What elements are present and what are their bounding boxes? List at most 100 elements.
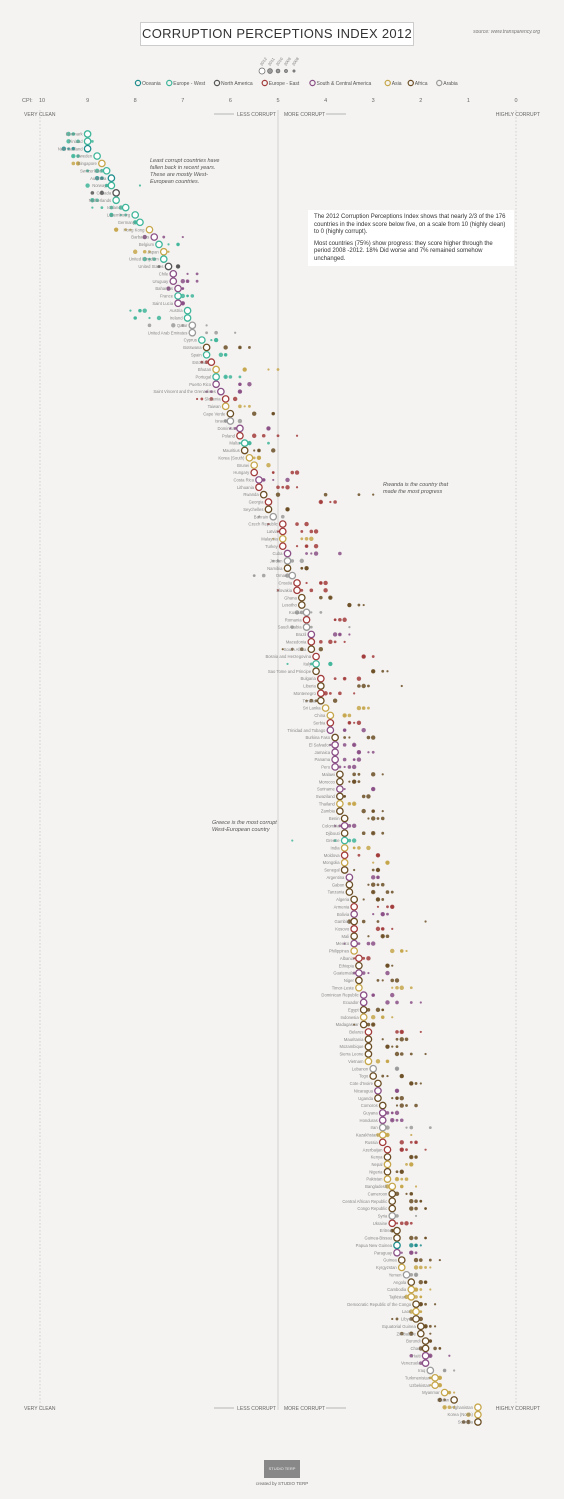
country-label-singapore: Singapore xyxy=(78,161,98,166)
point-philippines-2010 xyxy=(399,949,404,953)
country-label-seychelles: Seychelles xyxy=(243,507,263,512)
country-label-united-states: United States xyxy=(138,264,163,269)
point-bangladesh-2012 xyxy=(388,1182,397,1191)
point-botswana-2011 xyxy=(223,345,228,350)
point-morocco-2009 xyxy=(357,780,361,784)
point-india-2010 xyxy=(357,846,361,850)
country-label-sudan: Sudan xyxy=(437,1398,450,1403)
point-sao-tome-and-principe-2011 xyxy=(371,669,376,674)
point-costa-rica-2011 xyxy=(285,477,290,483)
year-key-circle-2008 xyxy=(292,69,296,73)
country-label-japan: Japan xyxy=(147,249,159,254)
point-thailand-2012 xyxy=(336,799,344,808)
point-norway-2008 xyxy=(138,184,142,187)
point-mexico-2009 xyxy=(357,942,361,945)
point-estonia-2012 xyxy=(207,358,216,367)
point-portugal-2012 xyxy=(212,373,220,381)
point-kuwait-2009 xyxy=(319,611,323,614)
country-label-ethiopia: Ethiopia xyxy=(339,963,355,968)
country-label-botswana: Botswana xyxy=(183,345,202,350)
country-label-swaziland: Swaziland xyxy=(316,794,336,799)
point-colombia-2010 xyxy=(347,824,352,828)
point-ghana-2011 xyxy=(328,595,333,600)
point-montenegro-2012 xyxy=(316,689,325,698)
point-greece-2009 xyxy=(333,839,337,842)
point-suriname-2012 xyxy=(336,785,344,793)
legend-swatch-Africa xyxy=(407,79,414,87)
point-benin-2012 xyxy=(340,814,349,823)
point-united-kingdom-2011 xyxy=(142,256,147,262)
country-label-dominican-republic: Dominican Republic xyxy=(321,993,358,998)
data-points xyxy=(61,130,482,1426)
country-label-sweden: Sweden xyxy=(77,154,93,159)
point-algeria-2008 xyxy=(362,898,365,901)
point-netherlands-2011 xyxy=(90,198,95,203)
point-greece-2010 xyxy=(347,838,352,843)
point-latvia-2011 xyxy=(313,529,319,534)
point-democratic-republic-of-the-congo-2012 xyxy=(412,1300,420,1309)
least-corrupt-note: Least corrupt countries have fallen back… xyxy=(150,158,220,185)
country-label-panama: Panama xyxy=(315,757,331,762)
point-mexico-2011 xyxy=(371,941,376,946)
legend-label-Europe - East: Europe - East xyxy=(269,81,300,87)
legend-swatch-Europe - East xyxy=(261,79,268,87)
point-poland-2008 xyxy=(295,434,299,437)
point-luxembourg-2012 xyxy=(131,211,140,219)
point-democratic-republic-of-the-congo-2009 xyxy=(424,1302,427,1306)
country-label-tanzania: Tanzania xyxy=(328,890,345,895)
point-gabon-2009 xyxy=(376,883,380,887)
country-label-nigeria: Nigeria xyxy=(369,1169,383,1174)
point-turkey-2011 xyxy=(313,543,319,549)
point-uruguay-2011 xyxy=(180,279,185,284)
point-paraguay-2012 xyxy=(393,1248,401,1257)
country-label-timor-leste: Timor-Leste xyxy=(332,985,355,990)
point-chile-2008 xyxy=(186,272,189,275)
intro-note-1: The 2012 Corruption Perceptions Index sh… xyxy=(314,214,506,235)
point-tunisia-2008 xyxy=(305,699,308,702)
point-central-african-republic-2009 xyxy=(419,1199,423,1203)
point-azerbaijan-2011 xyxy=(399,1147,404,1152)
point-belarus-2011 xyxy=(399,1029,404,1035)
point-macedonia-2009 xyxy=(333,640,337,644)
point-jamaica-2009 xyxy=(371,750,375,754)
country-label-honduras: Honduras xyxy=(360,1118,378,1123)
country-label-turkmenistan: Turkmenistan xyxy=(405,1375,431,1380)
point-comoros-2012 xyxy=(378,1101,387,1110)
point-moldova-2011 xyxy=(375,853,381,858)
country-label-romania: Romania xyxy=(285,617,302,622)
point-myanmar-2008 xyxy=(453,1391,456,1394)
point-mongolia-2012 xyxy=(340,858,349,867)
point-burundi-2012 xyxy=(421,1337,430,1345)
point-uganda-2012 xyxy=(374,1094,382,1103)
country-label-finland: Finland xyxy=(69,139,83,144)
point-sao-tome-and-principe-2008 xyxy=(386,670,389,673)
point-mali-2008 xyxy=(367,935,370,938)
country-label-mali: Mali xyxy=(341,934,349,939)
point-indonesia-2012 xyxy=(359,1013,368,1022)
point-dominica-2008 xyxy=(229,427,232,430)
point-kazakhstan-2008 xyxy=(410,1133,413,1137)
point-montenegro-2008 xyxy=(353,692,356,695)
point-japan-2008 xyxy=(167,250,170,253)
point-timor-leste-2012 xyxy=(355,983,363,992)
point-comoros-2010 xyxy=(414,1103,418,1108)
point-ethiopia-2011 xyxy=(385,963,390,968)
point-mali-2011 xyxy=(380,934,385,939)
point-kuwait-2008 xyxy=(310,611,313,614)
point-tajikistan-2009 xyxy=(419,1295,423,1299)
point-saudi-arabia-2009 xyxy=(309,625,313,629)
point-south-africa-2009 xyxy=(290,647,294,651)
point-honduras-2009 xyxy=(395,1118,399,1122)
point-denmark-2012 xyxy=(83,130,92,138)
point-kuwait-2010 xyxy=(300,610,304,615)
point-bolivia-2012 xyxy=(350,910,359,919)
point-kenya-2011 xyxy=(409,1154,414,1160)
axis-prefix: CPI: xyxy=(22,98,33,104)
highly-corrupt-label-bottom: HIGHLY CORRUPT xyxy=(496,1406,540,1412)
point-tunisia-2011 xyxy=(332,698,338,703)
point-serbia-2010 xyxy=(347,721,352,725)
point-belarus-2010 xyxy=(395,1030,399,1034)
country-label-guatemala: Guatemala xyxy=(333,971,354,976)
point-turkmenistan-2012 xyxy=(431,1373,439,1382)
